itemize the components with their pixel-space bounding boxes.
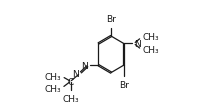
Text: CH₃: CH₃ [142,46,159,55]
Text: Br: Br [106,15,116,24]
Text: CH₃: CH₃ [44,84,61,93]
Text: CH₃: CH₃ [62,94,79,103]
Text: N: N [73,69,79,78]
Text: Br: Br [119,81,129,90]
Text: N: N [134,40,141,48]
Text: C: C [68,77,74,86]
Text: CH₃: CH₃ [142,33,159,42]
Text: CH₃: CH₃ [44,72,61,81]
Text: N: N [81,61,88,70]
